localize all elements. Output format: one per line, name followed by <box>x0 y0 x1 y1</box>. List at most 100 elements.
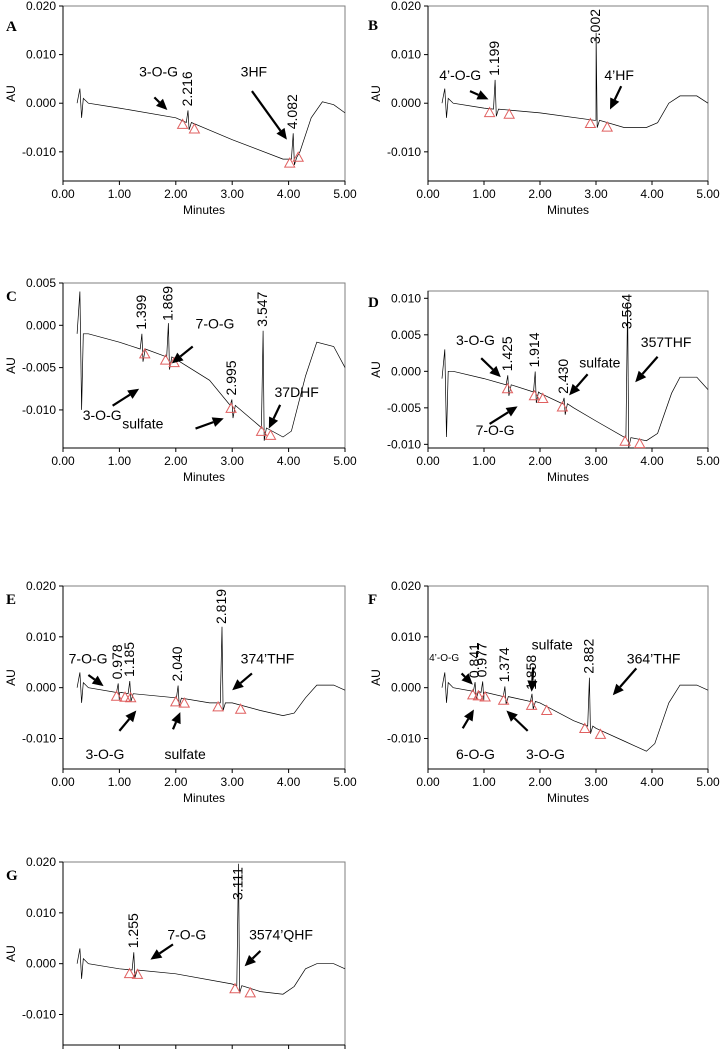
x-tick-label: 4.00 <box>277 187 301 201</box>
x-tick-label: 4.00 <box>640 775 664 789</box>
annotation-arrow <box>87 674 96 681</box>
integration-marker <box>244 986 257 998</box>
integration-marker <box>497 694 510 705</box>
annotation-arrowhead <box>612 683 624 696</box>
integration-marker <box>225 402 237 413</box>
annotation-arrowhead <box>244 954 256 967</box>
x-axis-title: Minutes <box>183 791 225 805</box>
annotation-arrowhead <box>527 680 538 692</box>
y-tick-label: 0.020 <box>26 855 56 869</box>
annotation-arrow <box>531 667 535 681</box>
compound-annotation: 6-O-G <box>456 746 495 762</box>
peak-label: 1.399 <box>133 295 149 330</box>
integration-marker <box>472 689 485 701</box>
x-tick-label: 2.00 <box>528 187 552 201</box>
compound-annotation: 3-O-G <box>139 63 178 79</box>
compound-annotation: 374’THF <box>241 650 295 666</box>
integration-marker <box>123 967 136 979</box>
y-tick-label: 0.020 <box>26 0 56 13</box>
y-tick-label: 0.005 <box>26 276 56 290</box>
x-tick-label: 1.00 <box>108 775 132 789</box>
integration-marker <box>229 982 241 994</box>
integration-marker <box>292 151 305 162</box>
panel-letter: A <box>6 19 17 35</box>
annotation-arrowhead <box>91 675 104 687</box>
integration-marker <box>283 157 296 168</box>
compound-annotation: 3-O-G <box>456 332 495 348</box>
annotation-arrowhead <box>461 673 473 685</box>
x-tick-label: 0.00 <box>51 775 75 789</box>
y-tick-label: 0.000 <box>26 318 56 332</box>
peak-label: 1.255 <box>125 913 141 948</box>
y-axis-title: AU <box>4 945 18 962</box>
x-tick-label: 3.00 <box>221 187 245 201</box>
compound-annotation: 7-O-G <box>69 650 108 666</box>
x-tick-label: 0.00 <box>416 454 440 468</box>
peak-label: 3.547 <box>254 291 270 326</box>
annotation-arrowhead <box>476 90 489 100</box>
annotation-arrow <box>239 672 253 684</box>
annotation-arrow <box>641 355 659 375</box>
plot-frame <box>62 585 346 770</box>
integration-marker <box>525 699 538 710</box>
annotation-arrow <box>619 667 638 688</box>
annotation-arrow <box>613 85 623 101</box>
compound-annotation: 7-O-G <box>476 422 515 438</box>
chart-panel-c: C 0.005 0.000 -0.005 -0.010 0.00 1.00 2.00 3.00 4… <box>4 276 357 484</box>
y-axis-title: AU <box>4 669 18 686</box>
y-axis-title: AU <box>369 669 383 686</box>
x-tick-label: 5.00 <box>696 775 720 789</box>
annotation-arrow <box>460 672 466 678</box>
compound-annotation: sulfate <box>165 746 206 762</box>
y-tick-label: -0.010 <box>22 732 56 746</box>
plot-frame <box>427 5 709 182</box>
y-tick-label: 0.010 <box>391 291 421 305</box>
integration-marker <box>578 722 591 734</box>
chromatogram-trace <box>76 88 346 166</box>
compound-annotation: 3-O-G <box>83 407 122 423</box>
peak-label: 2.040 <box>169 646 185 681</box>
chromatogram-trace <box>76 291 346 441</box>
annotation-arrow <box>158 943 174 955</box>
integration-marker <box>124 691 137 703</box>
chart-panel-f: F 0.020 0.010 0.000 -0.010 0.00 1.00 2.00 3.00 4.… <box>368 579 720 805</box>
y-tick-label: -0.010 <box>387 437 421 451</box>
x-axis-title: Minutes <box>183 470 225 484</box>
peak-label: 3.564 <box>619 294 635 329</box>
annotation-arrowhead <box>276 127 287 140</box>
annotation-arrow <box>513 717 529 732</box>
x-tick-label: 2.00 <box>528 775 552 789</box>
annotation-arrow <box>575 373 589 388</box>
panel-letter: G <box>6 868 18 884</box>
x-tick-label: 0.00 <box>51 187 75 201</box>
y-tick-label: 0.000 <box>26 681 56 695</box>
integration-marker <box>178 697 191 708</box>
integration-marker <box>159 354 172 365</box>
compound-annotation: 4’-O-G <box>429 653 459 664</box>
peak-label: 2.216 <box>179 71 195 106</box>
panel-letter: D <box>368 295 379 311</box>
integration-marker <box>540 704 553 715</box>
peak-label: 4.082 <box>284 94 300 129</box>
chart-panel-a: A 0.020 0.010 0.000 -0.010 0.00 1.00 2.00 3.00 4.… <box>4 0 357 217</box>
integration-marker <box>119 691 131 702</box>
annotation-arrow <box>272 404 282 420</box>
panel-letter: C <box>6 289 17 305</box>
integration-marker <box>584 117 597 129</box>
x-tick-label: 5.00 <box>333 454 357 468</box>
peak-label: 1.374 <box>496 647 512 682</box>
integration-marker <box>528 389 541 401</box>
y-tick-label: 0.000 <box>391 364 421 378</box>
integration-marker <box>110 690 123 701</box>
x-tick-label: 1.00 <box>108 454 132 468</box>
annotation-arrowhead <box>232 679 244 691</box>
x-axis-title: Minutes <box>183 203 225 217</box>
x-tick-label: 3.00 <box>221 775 245 789</box>
y-tick-label: 0.010 <box>26 906 56 920</box>
x-tick-label: 4.00 <box>277 454 301 468</box>
x-tick-label: 1.00 <box>108 187 132 201</box>
x-tick-label: 1.00 <box>472 454 496 468</box>
y-tick-label: 0.010 <box>391 48 421 62</box>
peak-label: 1.914 <box>526 332 542 367</box>
annotation-arrow <box>195 421 214 430</box>
